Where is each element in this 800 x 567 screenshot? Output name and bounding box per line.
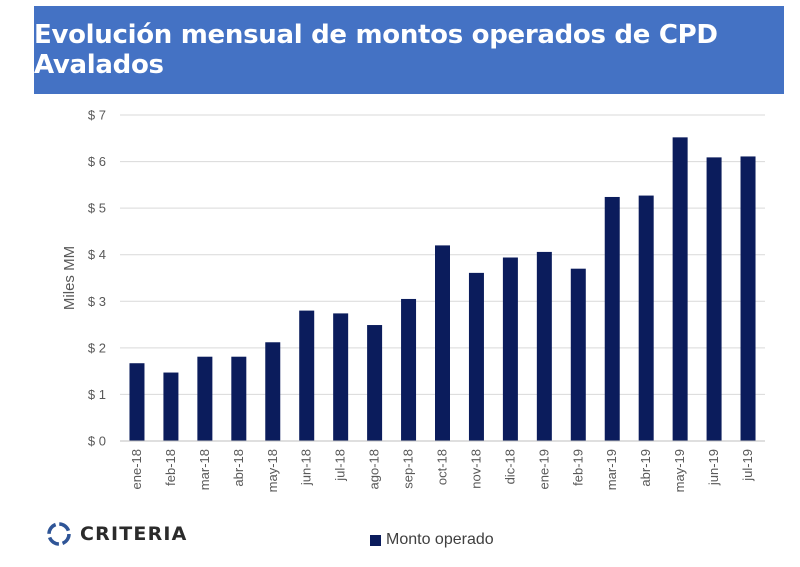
y-tick-label: $ 5 — [88, 201, 106, 216]
bar — [231, 356, 247, 441]
bar — [570, 268, 586, 441]
bar — [502, 257, 518, 441]
legend: Monto operado — [370, 530, 494, 550]
criteria-logo-icon — [47, 522, 71, 546]
x-tick-label: ago-18 — [367, 449, 382, 489]
y-tick-label: $ 0 — [88, 434, 106, 449]
x-tick-label: mar-18 — [197, 449, 212, 490]
bar — [468, 272, 484, 441]
x-tick-label: jul-18 — [333, 449, 348, 482]
bar — [604, 196, 620, 441]
title-banner: Evolución mensual de montos operados de … — [34, 6, 784, 94]
x-tick-label: abr-18 — [231, 449, 246, 487]
x-tick-label: dic-18 — [502, 449, 517, 484]
chart-title: Evolución mensual de montos operados de … — [34, 20, 718, 80]
x-tick-label: ene-19 — [536, 449, 551, 489]
x-tick-label: oct-18 — [435, 449, 450, 485]
bar — [638, 195, 654, 441]
bar — [129, 363, 145, 441]
bar — [435, 245, 450, 441]
legend-swatch — [370, 534, 381, 546]
bar — [299, 310, 315, 441]
y-tick-label: $ 2 — [88, 340, 106, 355]
bar — [672, 137, 688, 441]
legend-label: Monto operado — [386, 531, 494, 548]
x-tick-label: abr-19 — [638, 449, 653, 487]
y-axis-ticks: $ 0 $ 1 $ 2 $ 3 $ 4 $ 5 $ 6 $ 7 — [88, 108, 106, 449]
x-tick-label: may-19 — [672, 449, 687, 492]
x-tick-label: jun-18 — [299, 449, 314, 486]
y-tick-label: $ 4 — [88, 247, 106, 262]
x-tick-label: mar-19 — [604, 449, 619, 490]
bar — [706, 157, 722, 441]
x-tick-label: feb-19 — [570, 449, 585, 486]
y-axis-label: Miles MM — [61, 246, 78, 310]
y-tick-label: $ 1 — [88, 387, 106, 402]
bar — [401, 298, 417, 441]
y-tick-label: $ 6 — [88, 154, 106, 169]
bar — [536, 251, 552, 441]
x-tick-label: may-18 — [265, 449, 280, 492]
x-tick-label: sep-18 — [401, 449, 416, 489]
bar — [740, 156, 756, 441]
bar — [163, 372, 179, 441]
bar — [333, 313, 349, 441]
x-axis-ticks: ene-18 feb-18 mar-18 abr-18 may-18 jun-18 jul-… — [129, 449, 755, 492]
bar — [197, 356, 213, 441]
x-tick-label: feb-18 — [163, 449, 178, 486]
criteria-logo: CRITERIA — [46, 520, 188, 548]
bar — [367, 325, 383, 441]
x-tick-label: ene-18 — [129, 449, 144, 489]
x-tick-label: nov-18 — [468, 449, 483, 489]
y-tick-label: $ 7 — [88, 108, 106, 123]
x-tick-label: jul-19 — [740, 449, 755, 482]
bars — [129, 137, 756, 441]
bar — [265, 342, 281, 441]
y-tick-label: $ 3 — [88, 294, 106, 309]
logo-text: CRITERIA — [80, 523, 188, 545]
x-tick-label: jun-19 — [706, 449, 721, 486]
